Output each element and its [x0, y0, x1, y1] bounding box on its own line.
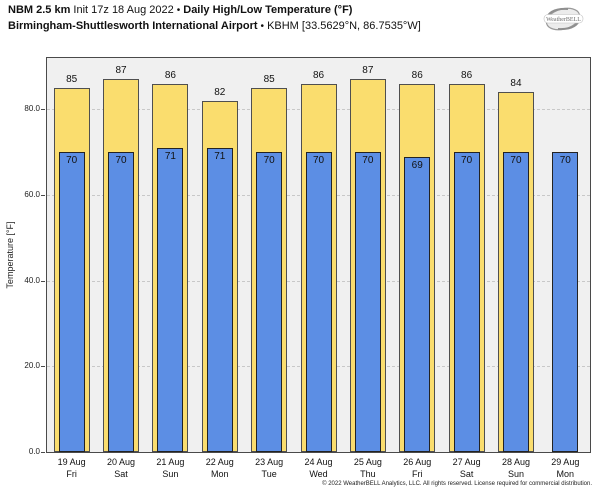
- x-tick-date: 21 Aug: [156, 457, 185, 467]
- x-tick-dow: Sun: [507, 468, 524, 479]
- chart-title-line1: NBM 2.5 km Init 17z 18 Aug 2022 • Daily Hi…: [8, 4, 352, 16]
- x-tick-label: 25 Aug Thu: [344, 457, 392, 480]
- high-value-label: 82: [214, 86, 226, 98]
- high-value-label: 86: [461, 69, 473, 81]
- x-tick-dow: Sat: [459, 468, 474, 479]
- x-tick-label: 21 Aug Sun: [146, 457, 194, 480]
- x-tick-dow: Thu: [360, 468, 376, 479]
- y-tick-mark: [41, 195, 45, 197]
- low-value-label: 70: [461, 155, 473, 167]
- low-bar: [502, 152, 529, 452]
- y-tick-label: 0.0: [28, 447, 40, 456]
- low-value-label: 70: [559, 155, 571, 167]
- low-bar: [58, 152, 85, 452]
- low-bar: [157, 147, 184, 452]
- y-tick-label: 20.0: [24, 361, 40, 371]
- low-value-label: 71: [164, 150, 176, 162]
- y-tick-mark: [41, 452, 45, 453]
- init-time: Init 17z 18 Aug 2022: [73, 4, 174, 16]
- low-value-label: 69: [411, 159, 423, 171]
- x-tick-label: 23 Aug Tue: [245, 457, 293, 480]
- x-tick-dow: Fri: [411, 468, 423, 479]
- x-tick-dow: Mon: [556, 468, 575, 479]
- y-tick-label: 60.0: [24, 190, 40, 200]
- x-tick-label: 27 Aug Sat: [443, 457, 491, 480]
- y-axis-title: Temperature [°F]: [5, 221, 15, 289]
- low-bar: [404, 156, 431, 452]
- x-tick-dow: Tue: [261, 468, 277, 479]
- separator-dot: •: [176, 5, 181, 16]
- weatherbell-logo: WeatherBELL: [532, 2, 594, 40]
- x-tick-date: 27 Aug: [452, 457, 481, 467]
- x-tick-label: 26 Aug Fri: [393, 457, 441, 480]
- model-name: NBM 2.5 km: [8, 4, 71, 16]
- x-tick-dow: Mon: [211, 468, 229, 479]
- x-tick-date: 19 Aug: [57, 457, 86, 467]
- chart-title-line2: Birmingham-Shuttlesworth International A…: [8, 20, 421, 32]
- x-tick-date: 22 Aug: [205, 457, 234, 467]
- svg-text:WeatherBELL: WeatherBELL: [546, 17, 581, 23]
- low-bar: [206, 147, 233, 452]
- separator-dot: •: [260, 21, 265, 32]
- x-tick-label: 22 Aug Mon: [196, 457, 244, 480]
- high-value-label: 85: [263, 73, 275, 85]
- low-value-label: 70: [66, 155, 78, 167]
- low-bar: [453, 152, 480, 452]
- x-tick-label: 20 Aug Sat: [97, 457, 145, 480]
- x-tick-dow: Sun: [162, 468, 179, 479]
- plot-area: 85 70 87 70 86 71 82 71 85 70 86 70 87 70 86 69 86 70 84 70…: [46, 57, 591, 453]
- high-value-label: 86: [164, 69, 176, 81]
- x-tick-label: 24 Aug Wed: [295, 457, 343, 480]
- high-value-label: 86: [411, 69, 423, 81]
- high-value-label: 87: [115, 65, 127, 77]
- x-tick-date: 28 Aug: [501, 457, 530, 467]
- x-tick-dow: Wed: [309, 468, 328, 479]
- x-tick-dow: Fri: [66, 468, 77, 479]
- x-tick-dow: Sat: [114, 468, 128, 479]
- low-value-label: 70: [263, 155, 275, 167]
- low-bar: [354, 152, 381, 452]
- y-tick-mark: [41, 280, 45, 282]
- x-tick-date: 24 Aug: [304, 457, 333, 467]
- x-tick-date: 20 Aug: [107, 457, 136, 467]
- weatherbell-swirl-icon: WeatherBELL: [543, 7, 584, 31]
- y-tick-mark: [41, 366, 45, 368]
- low-bar: [256, 152, 283, 452]
- y-tick-label: 80.0: [24, 104, 40, 114]
- high-value-label: 86: [312, 69, 325, 81]
- copyright-notice: © 2022 WeatherBELL Analytics, LLC. All r…: [322, 481, 592, 487]
- variable-name: Daily High/Low Temperature (°F): [183, 4, 353, 16]
- low-bar: [108, 152, 135, 452]
- y-tick-label: 40.0: [24, 275, 40, 285]
- station-coordinates: KBHM [33.5629°N, 86.7535°W]: [267, 20, 421, 32]
- y-tick-mark: [41, 109, 45, 111]
- x-tick-date: 23 Aug: [255, 457, 284, 467]
- x-tick-date: 29 Aug: [551, 457, 580, 467]
- low-value-label: 71: [214, 150, 226, 162]
- low-bar: [552, 152, 579, 452]
- low-bar: [305, 152, 332, 452]
- low-value-label: 70: [362, 155, 374, 167]
- low-value-label: 70: [115, 155, 127, 167]
- station-name: Birmingham-Shuttlesworth International A…: [8, 20, 258, 32]
- x-tick-date: 25 Aug: [353, 457, 382, 467]
- x-tick-label: 29 Aug Mon: [541, 457, 589, 480]
- x-tick-label: 19 Aug Fri: [48, 457, 96, 480]
- low-value-label: 70: [510, 155, 522, 167]
- x-tick-label: 28 Aug Sun: [492, 457, 540, 480]
- low-value-label: 70: [312, 155, 325, 167]
- high-value-label: 87: [362, 65, 374, 77]
- high-value-label: 85: [66, 73, 78, 85]
- high-value-label: 84: [510, 78, 522, 90]
- x-tick-date: 26 Aug: [403, 457, 432, 467]
